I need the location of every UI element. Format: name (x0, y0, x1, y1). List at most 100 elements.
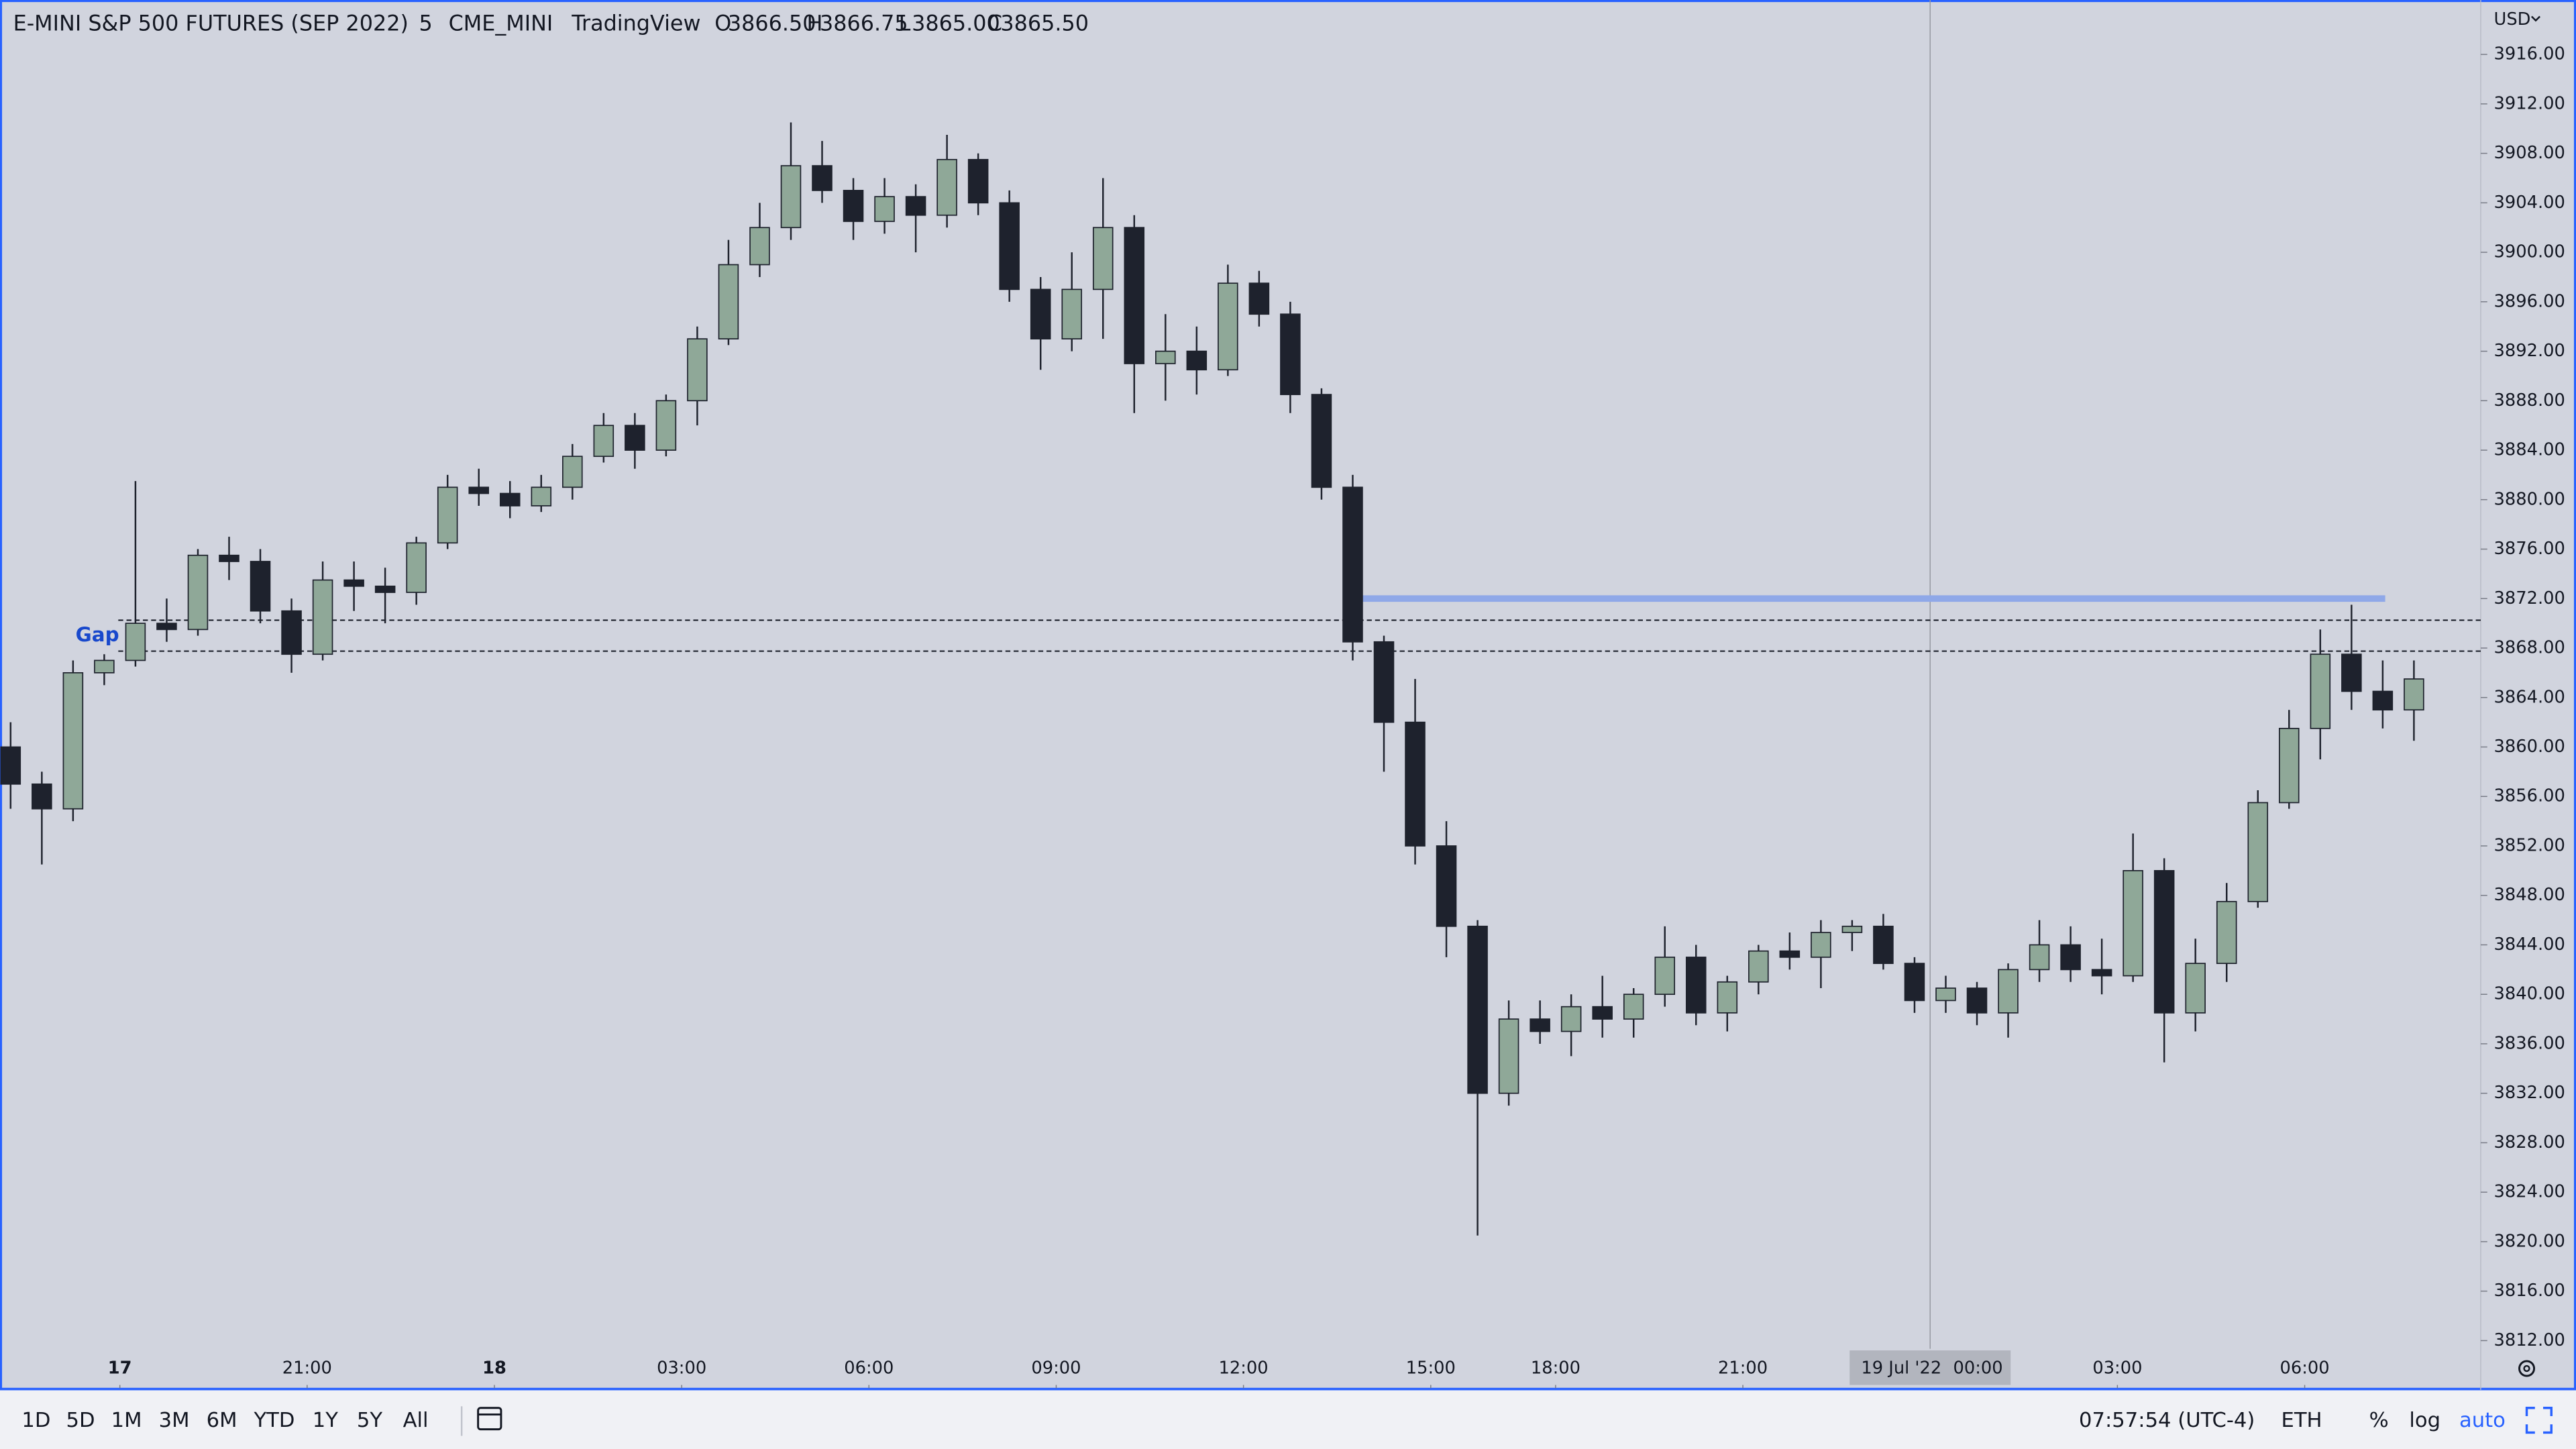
gap-label: Gap (76, 623, 119, 646)
scale-option[interactable]: auto (2459, 1409, 2506, 1432)
y-tick-label: 3896.00 (2494, 291, 2565, 311)
candle-body (718, 264, 739, 339)
candle-body (1311, 394, 1332, 488)
y-tick-label: 3868.00 (2494, 638, 2565, 658)
range-button[interactable]: 3M (159, 1409, 190, 1432)
crosshair-date: 19 Jul '22 (1861, 1358, 1941, 1379)
candle-body (468, 486, 490, 494)
candle-body (374, 585, 396, 593)
candle-body (812, 165, 833, 191)
y-tick-label: 3832.00 (2494, 1083, 2565, 1103)
candle-body (2310, 653, 2331, 729)
candle-body (1998, 969, 2019, 1014)
candle-body (250, 561, 271, 612)
y-tick-label: 3852.00 (2494, 835, 2565, 855)
candle-body (0, 746, 21, 785)
y-tick-label: 3820.00 (2494, 1231, 2565, 1251)
candle-body (936, 158, 957, 216)
ohlc-value: 3865.00 (912, 11, 1000, 36)
ohlc-label: L (899, 11, 911, 36)
x-tick-label: 21:00 (282, 1358, 332, 1379)
candle-body (1748, 950, 1769, 983)
candle-body (2341, 653, 2362, 692)
candle-body (1654, 957, 1676, 996)
y-tick-label: 3864.00 (2494, 687, 2565, 707)
range-button[interactable]: YTD (253, 1409, 294, 1432)
y-tick-label: 3828.00 (2494, 1132, 2565, 1152)
candle-body (1124, 227, 1145, 364)
candle-body (1061, 288, 1083, 339)
date-range-icon[interactable] (477, 1407, 502, 1431)
interval: 5 (419, 11, 432, 36)
y-tick-label: 3908.00 (2494, 143, 2565, 163)
y-tick-label: 3836.00 (2494, 1033, 2565, 1053)
candle-body (1373, 641, 1395, 723)
bottom-toolbar (0, 1389, 2576, 1449)
candle-body (1623, 994, 1644, 1020)
clock: 07:57:54 (UTC-4) (2079, 1409, 2255, 1432)
fullscreen-icon[interactable] (2525, 1407, 2553, 1434)
range-button[interactable]: 1M (111, 1409, 142, 1432)
x-tick-label: 09:00 (1031, 1358, 1081, 1379)
session-button[interactable]: ETH (2281, 1409, 2322, 1432)
candle-body (32, 783, 52, 810)
gear (2518, 1360, 2536, 1377)
y-tick-label: 3816.00 (2494, 1281, 2565, 1301)
y-tick-label: 3880.00 (2494, 489, 2565, 509)
header: E-MINI S&P 500 FUTURES (SEP 2022) 5 CME_… (13, 11, 701, 36)
ohlc-value: 3865.50 (1000, 11, 1089, 36)
range-button[interactable]: 1Y (313, 1409, 338, 1432)
y-tick-label: 3840.00 (2494, 984, 2565, 1004)
calendar (477, 1407, 502, 1431)
candle-body (1811, 932, 1831, 958)
candle-body (1560, 1006, 1582, 1032)
x-tick-label: 15:00 (1406, 1358, 1456, 1379)
candle-body (1841, 925, 1863, 933)
y-tick-label: 3872.00 (2494, 588, 2565, 608)
y-tick-label: 3904.00 (2494, 193, 2565, 213)
candle-body (1155, 350, 1176, 364)
candle-body (187, 554, 209, 631)
scale-option[interactable]: log (2409, 1409, 2440, 1432)
candle-body (1436, 845, 1457, 927)
y-tick-label: 3900.00 (2494, 242, 2565, 262)
candle-body (1717, 981, 1738, 1014)
scale-option[interactable]: % (2369, 1409, 2389, 1432)
y-tick-label: 3916.00 (2494, 44, 2565, 64)
candle-body (406, 542, 427, 593)
x-tick-label: 18 (482, 1358, 506, 1379)
candle-body (2153, 870, 2175, 1014)
candle-body (655, 400, 677, 451)
candle-body (2123, 870, 2143, 977)
candle-body (593, 425, 614, 458)
candle-body (2247, 802, 2269, 902)
ohlc-value: 3866.75 (820, 11, 908, 36)
range-button[interactable]: All (403, 1409, 429, 1432)
ohlc-label: O (714, 11, 731, 36)
range-button[interactable]: 5Y (357, 1409, 382, 1432)
y-tick-label: 3888.00 (2494, 390, 2565, 411)
range-button[interactable]: 5D (66, 1409, 95, 1432)
candle-body (1529, 1018, 1550, 1032)
candle-body (437, 486, 458, 544)
candle-body (2404, 678, 2424, 711)
candle-body (687, 338, 708, 402)
x-tick-label: 06:00 (844, 1358, 894, 1379)
symbol-title: E-MINI S&P 500 FUTURES (SEP 2022) (13, 11, 409, 36)
settings-icon[interactable] (2518, 1360, 2536, 1377)
candle-body (1218, 282, 1238, 371)
y-tick-label: 3824.00 (2494, 1182, 2565, 1202)
y-tick-label: 3848.00 (2494, 885, 2565, 905)
candle-body (625, 425, 645, 451)
candle-body (2029, 944, 2050, 971)
range-button[interactable]: 1D (21, 1409, 50, 1432)
candle-body (499, 492, 521, 506)
currency[interactable]: USD (2494, 9, 2531, 30)
range-button[interactable]: 6M (207, 1409, 237, 1432)
chart-background (0, 0, 2576, 1390)
candle-body (1186, 350, 1208, 371)
currency-chevron (2531, 15, 2540, 22)
candle-body (2216, 901, 2237, 964)
candle-body (1092, 227, 1114, 290)
